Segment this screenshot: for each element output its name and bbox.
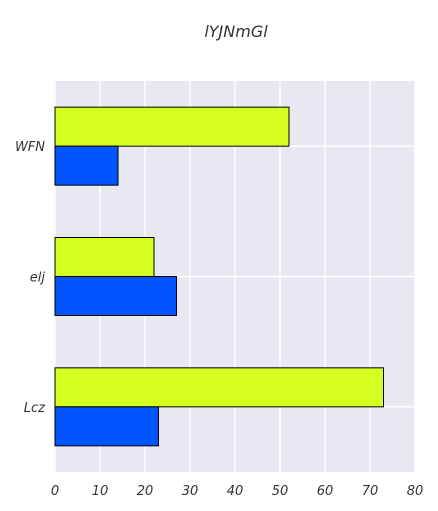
x-tick-label: 50 — [272, 484, 289, 499]
x-tick-label: 80 — [407, 484, 424, 499]
bar — [54, 406, 159, 447]
x-tick-label: 60 — [317, 484, 334, 499]
y-tick-label: elj — [30, 271, 46, 286]
y-tick-label: WFN — [15, 140, 45, 155]
y-tick-label: Lcz — [24, 401, 46, 416]
bar — [54, 276, 177, 316]
x-tick-label: 40 — [227, 484, 244, 499]
bar — [54, 145, 119, 186]
bar — [54, 237, 155, 277]
x-tick-label: 20 — [137, 484, 154, 499]
x-tick-label: 70 — [362, 484, 379, 499]
x-tick-label: 10 — [92, 484, 109, 499]
x-tick-label: 30 — [182, 484, 199, 499]
bar — [54, 106, 290, 147]
chart-title: lYJNmGl — [204, 22, 268, 41]
bar — [54, 367, 384, 408]
x-tick-label: 0 — [51, 484, 59, 499]
